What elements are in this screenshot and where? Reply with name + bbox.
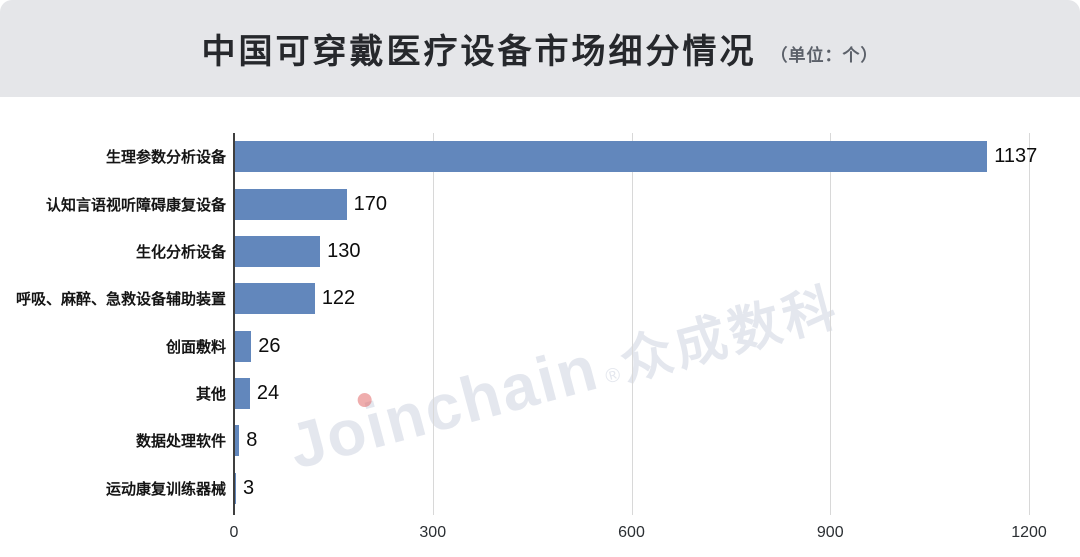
x-tick-label: 600 xyxy=(618,524,645,541)
value-label: 1137 xyxy=(994,145,1038,168)
x-tick-label: 0 xyxy=(229,524,239,541)
gridline-x-900 xyxy=(830,133,832,515)
y-axis-line xyxy=(233,133,235,515)
bar xyxy=(234,378,250,410)
gridline-x-300 xyxy=(432,133,434,515)
chart-header: 中国可穿戴医疗设备市场细分情况 （单位：个） xyxy=(0,0,1080,97)
category-label: 认知言语视听障碍康复设备 xyxy=(45,196,226,214)
value-label: 3 xyxy=(243,476,255,499)
unit-label: （单位：个） xyxy=(770,46,879,65)
category-label: 呼吸、麻醉、急救设备辅助装置 xyxy=(15,291,226,309)
category-label: 生理参数分析设备 xyxy=(105,149,226,167)
bar xyxy=(234,283,315,315)
bar xyxy=(234,188,347,220)
value-label: 26 xyxy=(258,334,281,357)
x-tick-label: 300 xyxy=(419,524,447,541)
value-label: 170 xyxy=(353,192,387,215)
chart-title: 中国可穿戴医疗设备市场细分情况 xyxy=(201,33,757,71)
x-tick-label: 1200 xyxy=(1011,524,1047,541)
category-label: 生化分析设备 xyxy=(135,243,226,261)
category-label: 运动康复训练器械 xyxy=(105,480,226,498)
value-label: 130 xyxy=(327,239,361,262)
gridline-x-1200 xyxy=(1029,133,1030,515)
bar xyxy=(234,425,240,457)
category-label: 数据处理软件 xyxy=(135,433,226,451)
category-label: 创面敷料 xyxy=(165,338,226,356)
bar xyxy=(234,235,321,267)
x-tick-label: 900 xyxy=(816,524,844,541)
plot-area: 0 300 600 900 1200 生理参数分析设备 1137 认知言语视听障碍康复设备 17… xyxy=(16,133,1047,541)
bar xyxy=(234,141,988,173)
bar xyxy=(234,330,252,362)
category-label: 其他 xyxy=(195,386,226,404)
chart-area: Joinchain®众成数科 0 300 600 900 1200 生理参数分析设备 113… xyxy=(0,97,1080,557)
value-label: 8 xyxy=(246,429,258,452)
gridline-x-600 xyxy=(631,133,633,515)
bar xyxy=(234,472,236,504)
value-label: 24 xyxy=(256,382,280,405)
value-label: 122 xyxy=(321,287,356,310)
